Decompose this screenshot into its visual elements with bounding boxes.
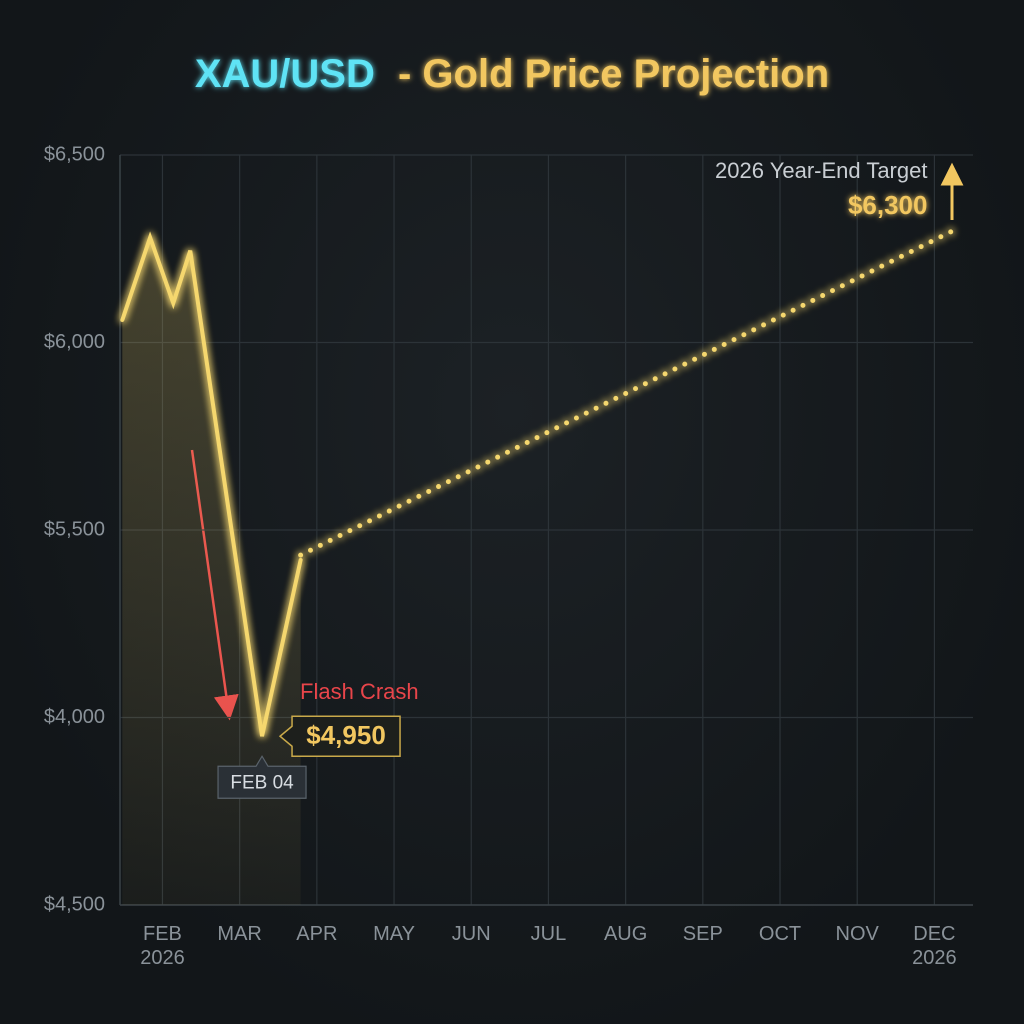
x-tick-label: APR bbox=[296, 923, 338, 945]
annotation: 2026 Year-End Target bbox=[715, 158, 927, 183]
x-tick-label: NOV bbox=[835, 923, 879, 945]
x-tick-label: JUL bbox=[530, 923, 567, 945]
title-part: - Gold Price Projection bbox=[398, 52, 829, 96]
x-tick-label: MAR bbox=[217, 923, 262, 945]
x-tick-label: OCT bbox=[758, 923, 802, 945]
y-tick-label: $4,500 bbox=[44, 893, 105, 915]
line bbox=[120, 231, 303, 737]
callout bbox=[278, 715, 401, 757]
area bbox=[122, 237, 301, 905]
annotation: FEB 04 bbox=[230, 772, 294, 793]
value-label: $6,300 bbox=[848, 190, 928, 220]
value-label-box: $4,950 bbox=[278, 715, 401, 757]
x-tick-label: FEB 2026 bbox=[140, 923, 185, 969]
line bbox=[298, 227, 957, 558]
date-box bbox=[217, 755, 307, 799]
y-tick-label: $4,000 bbox=[44, 706, 105, 728]
target-arrow bbox=[940, 162, 964, 220]
annotation: Flash Crash bbox=[300, 679, 419, 704]
y-tick-label: $6,500 bbox=[44, 143, 105, 165]
y-tick-label: $5,500 bbox=[44, 518, 105, 540]
x-tick-label: SEP bbox=[682, 923, 723, 945]
y-tick-label: $6,000 bbox=[44, 331, 105, 353]
value-label: $4,950 bbox=[306, 720, 386, 750]
x-tick-label: AUG bbox=[603, 923, 648, 945]
title-part: XAU/USD bbox=[195, 52, 375, 96]
x-tick-label: JUN bbox=[451, 923, 491, 945]
x-tick-label: DEC 2026 bbox=[912, 923, 957, 969]
chart-title: XAU/USD - Gold Price Projection bbox=[195, 52, 829, 96]
x-tick-label: MAY bbox=[373, 923, 415, 945]
